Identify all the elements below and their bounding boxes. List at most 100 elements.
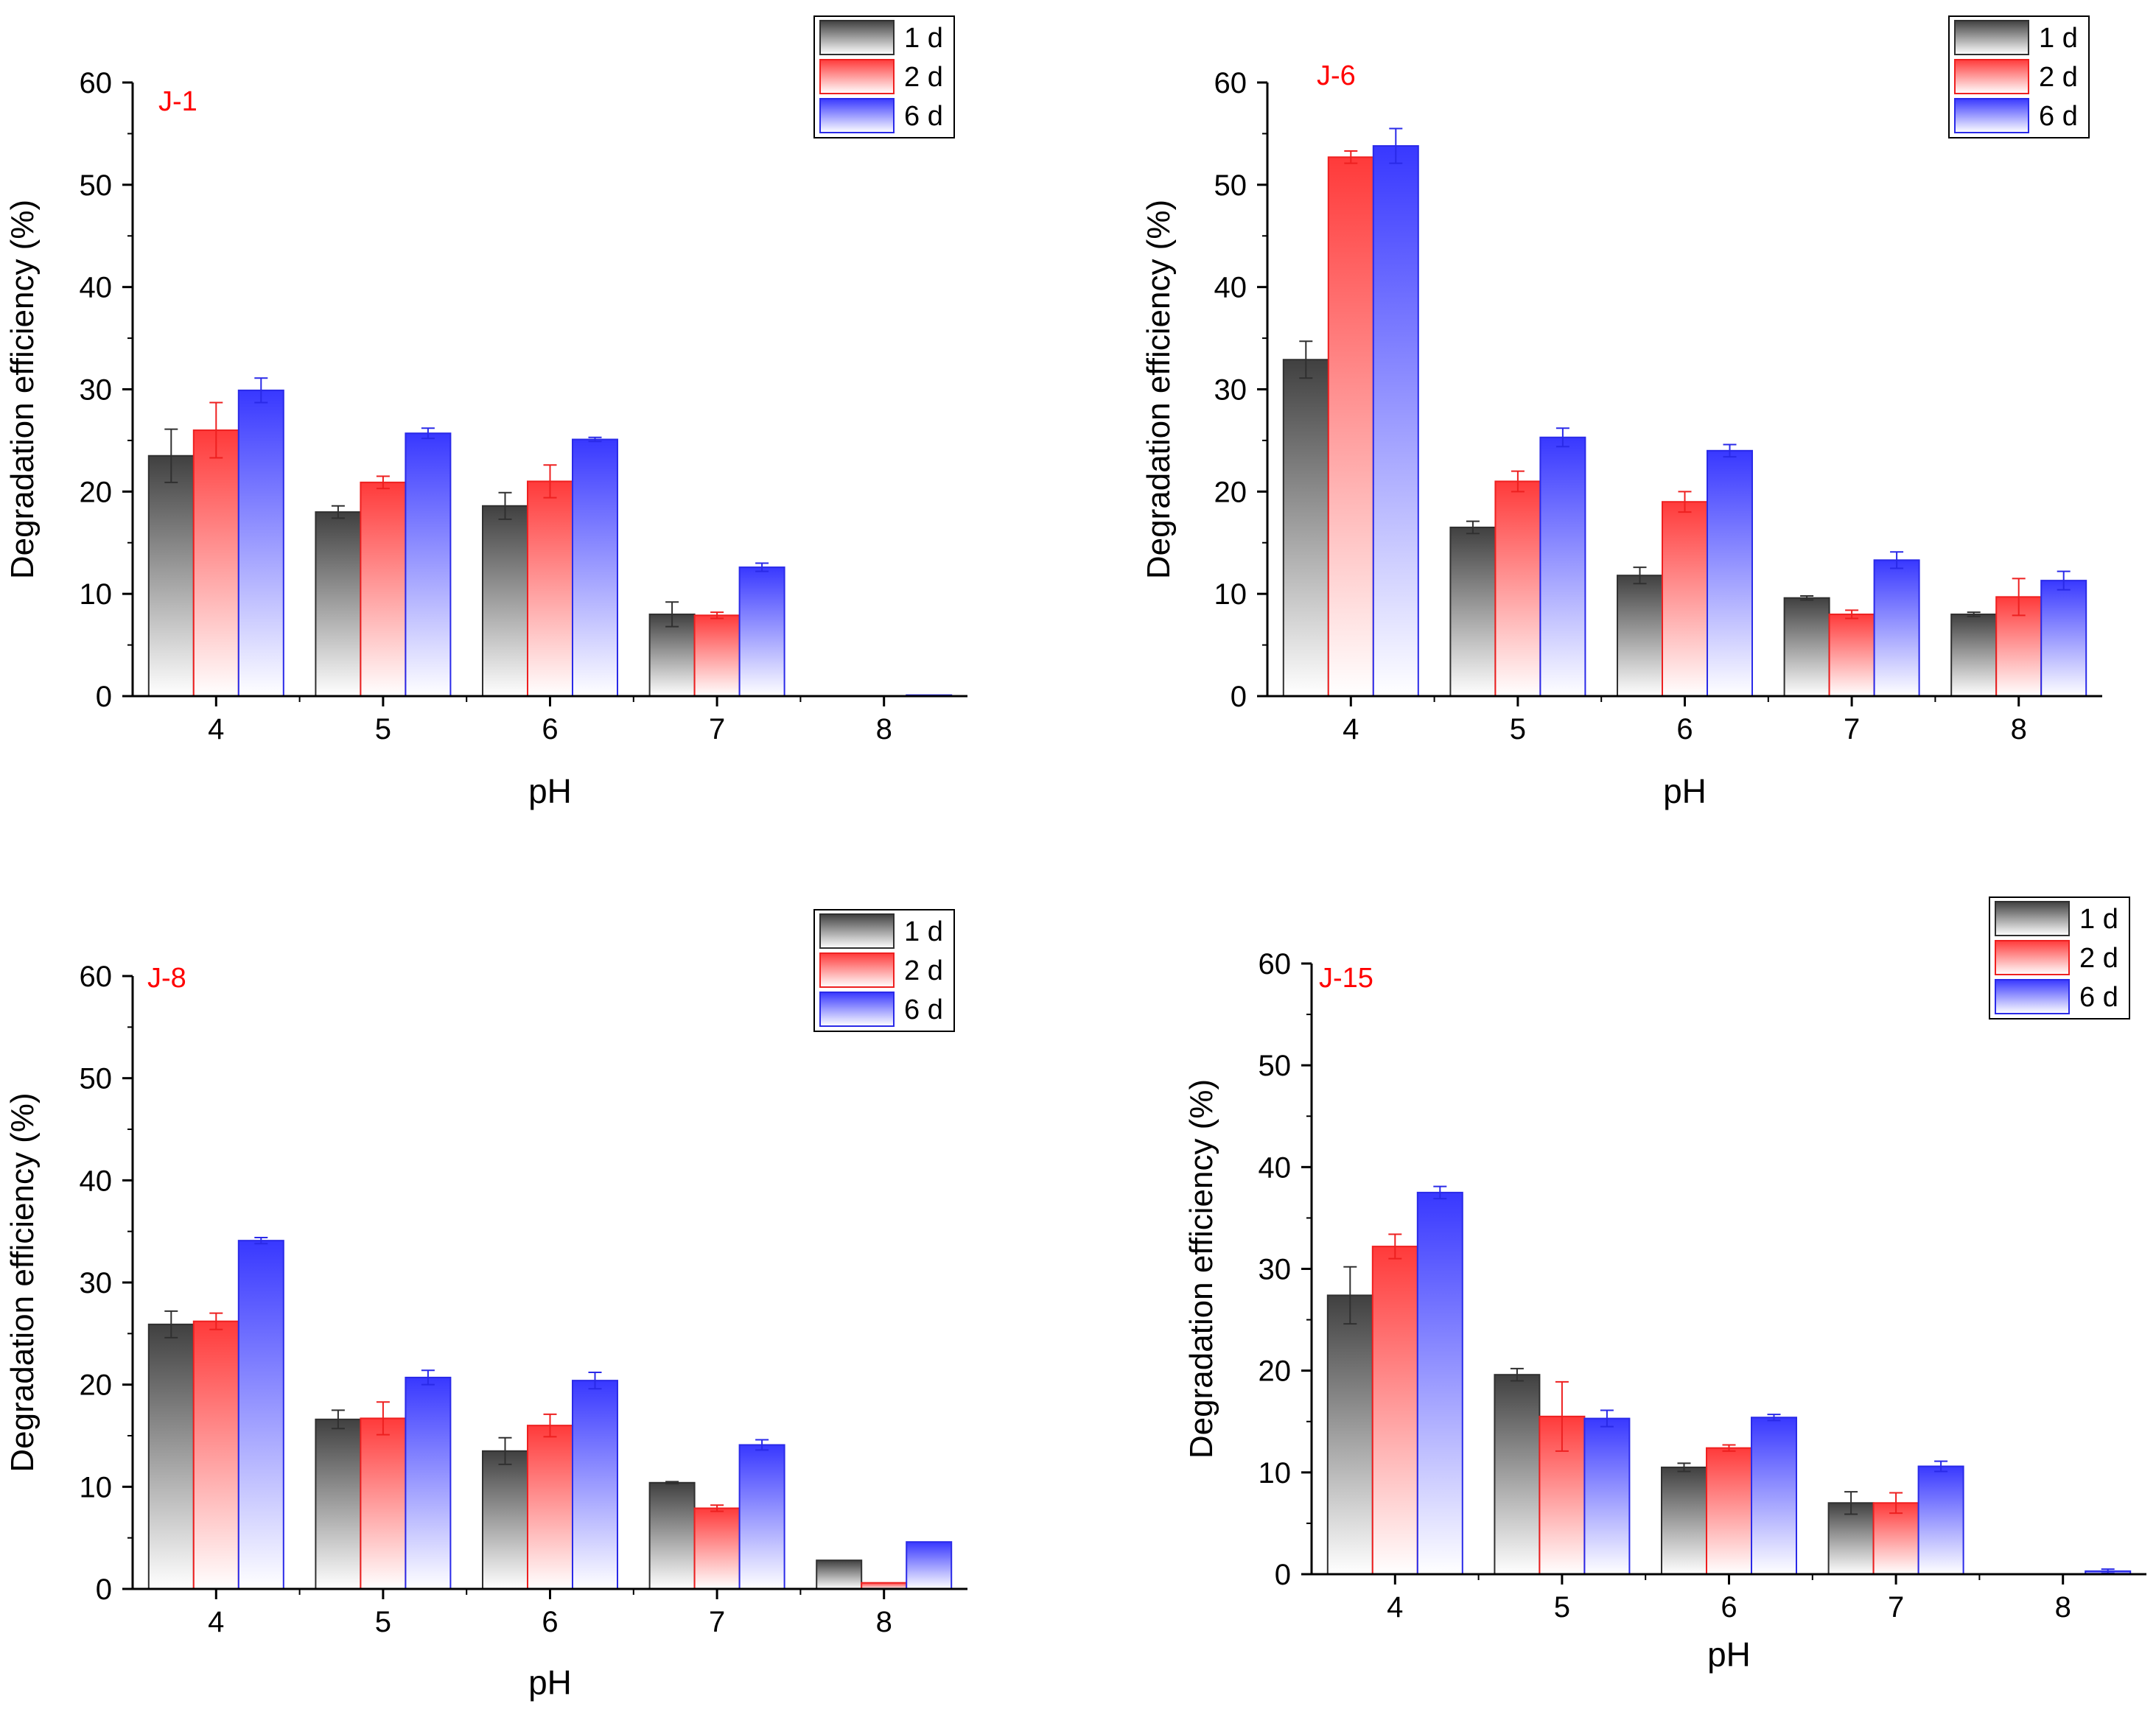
y-tick-label: 30	[80, 374, 113, 407]
y-axis-label: Degradation efficiency (%)	[1183, 1079, 1219, 1459]
x-tick-label: 5	[375, 713, 391, 745]
x-tick-label: 4	[1343, 713, 1359, 745]
error-bar-j-8-2d-ph4	[209, 1312, 223, 1330]
x-tick-label: 5	[1554, 1591, 1570, 1624]
bar-j-1-2d-ph7	[693, 614, 741, 697]
bar-j-1-1d-ph4	[147, 455, 195, 697]
panel-j-6: 0 10 20 30 40 50 60 4 5 6 7 8 Degradation efficiency…	[1141, 15, 2102, 810]
bar-j-1-6d-ph7	[738, 566, 785, 697]
bar-j-1-6d-ph4	[237, 389, 284, 697]
legend: 1 d 2 d 6 d	[1989, 896, 2130, 1020]
error-bar-j-8-6d-ph6	[588, 1372, 602, 1390]
bar-j-15-6d-ph6	[1751, 1417, 1797, 1576]
bar-j-8-2d-ph5	[360, 1417, 407, 1590]
bar-j-15-1d-ph4	[1326, 1294, 1373, 1575]
error-bar-j-15-6d-ph7	[1934, 1460, 1948, 1473]
error-bar-j-15-2d-ph5	[1555, 1380, 1569, 1452]
legend-label-2d: 2 d	[904, 62, 943, 93]
bar-j-6-2d-ph5	[1494, 480, 1541, 697]
error-bar-j-8-1d-ph6	[498, 1436, 512, 1465]
error-bar-j-6-2d-ph8	[2012, 578, 2026, 617]
y-tick-label: 0	[96, 681, 112, 713]
y-tick-label: 30	[1259, 1254, 1292, 1286]
y-tick-label: 0	[96, 1573, 112, 1606]
bar-j-8-2d-ph4	[192, 1320, 239, 1590]
y-tick-label: 10	[1259, 1457, 1292, 1489]
x-tick-label: 6	[542, 713, 558, 745]
bar-j-15-6d-ph7	[1917, 1465, 1964, 1575]
y-tick-label: 30	[80, 1267, 113, 1299]
legend-swatch-1d	[819, 20, 895, 55]
error-bar-j-6-2d-ph4	[1344, 150, 1358, 164]
bar-j-1-6d-ph5	[405, 432, 452, 697]
x-tick-label: 8	[876, 713, 892, 745]
legend-label-1d: 1 d	[904, 916, 943, 947]
error-bar-j-15-6d-ph6	[1767, 1414, 1781, 1422]
error-bar-j-8-1d-ph5	[331, 1409, 345, 1430]
bar-j-1-1d-ph6	[482, 505, 528, 698]
error-bar-j-6-2d-ph7	[1845, 609, 1859, 620]
bar-j-8-6d-ph7	[738, 1444, 785, 1590]
error-bar-j-1-1d-ph5	[331, 505, 345, 519]
x-tick-label: 5	[375, 1606, 391, 1638]
legend-swatch-1d	[819, 913, 895, 949]
error-bar-j-1-1d-ph6	[498, 491, 512, 520]
x-tick-label: 4	[208, 713, 224, 745]
y-tick-label: 50	[80, 169, 113, 202]
legend-swatch-1d	[1954, 20, 2029, 55]
bar-j-8-6d-ph8	[906, 1541, 953, 1590]
legend-swatch-2d	[819, 59, 895, 94]
legend-label-2d: 2 d	[2039, 62, 2078, 93]
bar-j-8-1d-ph8	[816, 1559, 863, 1590]
error-bar-j-6-2d-ph6	[1678, 491, 1692, 513]
error-bar-j-8-2d-ph5	[376, 1401, 390, 1436]
y-tick-label: 20	[80, 476, 113, 508]
y-tick-label: 20	[1259, 1355, 1292, 1388]
y-tick-label: 40	[1214, 272, 1247, 304]
bar-j-8-2d-ph6	[527, 1425, 573, 1590]
bar-j-15-6d-ph5	[1583, 1417, 1631, 1575]
bar-j-1-2d-ph5	[360, 481, 407, 697]
panel-title: J-15	[1319, 963, 1373, 994]
y-axis-label: Degradation efficiency (%)	[4, 200, 41, 579]
legend-label-1d: 1 d	[2079, 904, 2118, 935]
error-bar-j-15-2d-ph6	[1722, 1444, 1736, 1452]
error-bar-j-1-6d-ph6	[588, 436, 602, 443]
y-tick-label: 40	[80, 272, 113, 304]
bar-j-15-6d-ph4	[1416, 1191, 1463, 1575]
error-bar-j-6-6d-ph6	[1723, 443, 1737, 458]
error-bar-j-8-6d-ph7	[755, 1439, 769, 1451]
x-tick-label: 4	[1387, 1591, 1403, 1624]
bar-j-6-2d-ph4	[1327, 156, 1374, 697]
bar-j-8-6d-ph5	[405, 1376, 452, 1590]
error-bar-j-1-6d-ph7	[755, 562, 769, 572]
legend: 1 d 2 d 6 d	[1948, 15, 2090, 138]
y-tick-label: 10	[80, 578, 113, 611]
bar-j-8-1d-ph7	[648, 1481, 696, 1590]
bar-j-6-6d-ph8	[2040, 580, 2087, 698]
legend-label-1d: 1 d	[904, 23, 943, 54]
legend-swatch-6d	[1954, 98, 2029, 133]
error-bar-j-1-2d-ph7	[710, 611, 724, 620]
bar-j-8-1d-ph4	[147, 1323, 195, 1590]
error-bar-j-6-1d-ph4	[1299, 340, 1313, 379]
y-tick-label: 10	[1214, 578, 1247, 611]
error-bar-j-8-1d-ph7	[665, 1481, 679, 1485]
y-tick-label: 50	[1259, 1050, 1292, 1082]
error-bar-j-1-6d-ph4	[254, 377, 268, 404]
error-bar-j-8-2d-ph7	[710, 1504, 724, 1512]
error-bar-j-6-6d-ph4	[1389, 127, 1403, 164]
error-bar-j-15-1d-ph7	[1844, 1491, 1858, 1515]
error-bar-j-1-2d-ph4	[209, 401, 223, 459]
bar-j-8-1d-ph5	[315, 1418, 362, 1590]
error-bar-j-1-2d-ph5	[376, 475, 390, 490]
bar-j-6-6d-ph7	[1873, 559, 1920, 698]
panel-j-8: 0 10 20 30 40 50 60 4 5 6 7 8 Degradation efficiency…	[4, 909, 967, 1702]
bar-j-6-2d-ph7	[1828, 613, 1875, 698]
x-tick-label: 7	[709, 713, 725, 745]
legend-swatch-6d	[1995, 979, 2070, 1014]
bar-j-15-1d-ph5	[1494, 1374, 1541, 1576]
bar-j-6-6d-ph6	[1707, 449, 1753, 697]
error-bar-j-1-2d-ph6	[543, 464, 557, 499]
